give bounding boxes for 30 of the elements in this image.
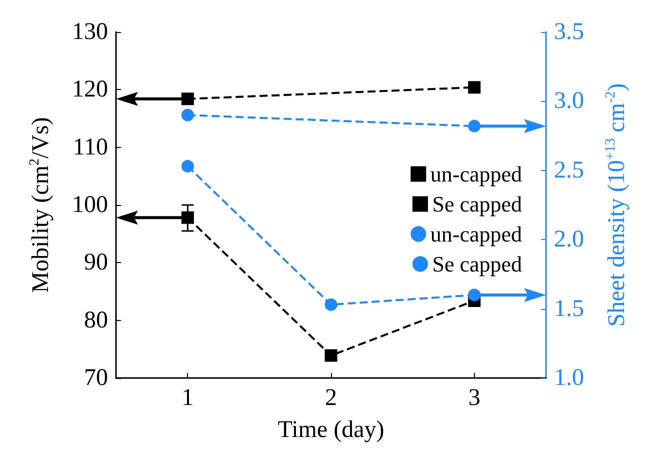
point xyxy=(181,160,194,172)
y-tick-label: 100 xyxy=(72,192,108,218)
y-tick-label: 130 xyxy=(72,19,108,45)
y2-tick-label: 1.5 xyxy=(554,296,584,322)
point xyxy=(324,298,338,311)
point xyxy=(181,92,194,106)
y2-axis-title: Sheet density (10+13 cm-2) xyxy=(604,83,630,327)
x-axis-title: Time (day) xyxy=(278,417,384,443)
y2-tick-label: 3.0 xyxy=(554,88,584,114)
point xyxy=(324,349,338,362)
legend-label: Se capped xyxy=(432,252,522,276)
y-tick-label: 110 xyxy=(72,134,108,160)
point xyxy=(468,81,481,94)
x-tick-label: 3 xyxy=(468,385,480,411)
point xyxy=(181,108,194,122)
y-tick-label: 80 xyxy=(84,307,108,334)
x-tick-label: 1 xyxy=(182,385,194,411)
y2-tick-label: 1.0 xyxy=(554,365,584,391)
y2-tick-label: 2.5 xyxy=(554,157,584,184)
legend-label: Se capped xyxy=(432,192,522,216)
y-tick-label: 70 xyxy=(84,365,108,391)
y2-tick-label: 2.0 xyxy=(554,226,584,253)
legend-label: un-capped xyxy=(430,162,522,186)
y-axis-title: Mobility (cm2/Vs) xyxy=(28,117,54,293)
legend-label: un-capped xyxy=(430,222,522,246)
y2-tick-label: 3.5 xyxy=(554,19,584,45)
point xyxy=(181,211,194,224)
y-tick-label: 90 xyxy=(84,250,108,276)
y-tick-label: 120 xyxy=(72,76,108,103)
x-tick-label: 2 xyxy=(325,385,337,411)
